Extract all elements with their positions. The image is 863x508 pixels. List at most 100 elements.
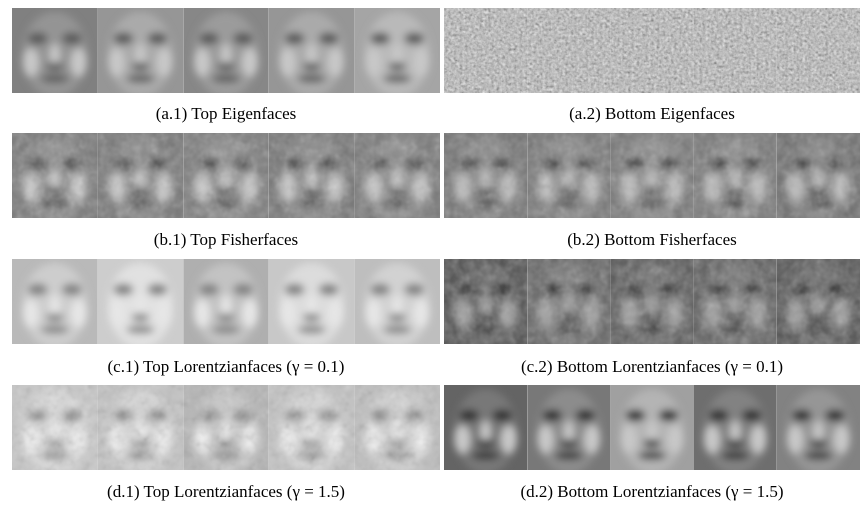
eye (459, 410, 479, 422)
face-image (444, 259, 527, 348)
nostril (46, 63, 64, 71)
cheek (454, 426, 470, 454)
face-image (354, 385, 440, 474)
texture (98, 133, 184, 218)
eye (284, 284, 304, 296)
texture (777, 133, 860, 218)
face-image (354, 133, 440, 222)
face-image (527, 8, 610, 93)
face-content (527, 385, 610, 474)
face-image (610, 8, 693, 93)
face-content (527, 259, 610, 348)
mouth (41, 75, 69, 83)
face-image (12, 8, 98, 97)
face-content (354, 385, 440, 474)
texture (269, 133, 355, 218)
features (108, 12, 173, 97)
caption: (b.2) Bottom Fisherfaces (567, 230, 737, 249)
eye (113, 284, 133, 296)
face-image (12, 385, 98, 474)
face-image (610, 385, 693, 474)
cheek (621, 426, 637, 454)
texture (354, 385, 440, 470)
cheek (328, 300, 344, 328)
cheek (71, 300, 87, 328)
nostril (809, 440, 827, 448)
face-image (269, 385, 355, 474)
eye (233, 284, 253, 296)
features (22, 263, 87, 348)
face-content (183, 259, 269, 348)
cheek (365, 49, 381, 77)
face-content (98, 259, 184, 348)
face-content (269, 8, 355, 97)
cheek (413, 49, 429, 77)
eye (659, 410, 679, 422)
cheek (194, 300, 210, 328)
face-image (444, 133, 527, 222)
face-image (527, 133, 610, 222)
texture (610, 259, 693, 344)
cheek (280, 49, 296, 77)
face-content (98, 385, 184, 474)
face-panel (12, 8, 440, 97)
eye (825, 410, 845, 422)
face-panel (444, 8, 860, 93)
nostril (388, 63, 406, 71)
noise (694, 8, 777, 93)
texture (610, 133, 693, 218)
features (108, 263, 173, 348)
cheek (501, 426, 517, 454)
face-content (694, 8, 777, 93)
mouth (472, 452, 500, 460)
caption: (d.1) Top Lorentzianfaces (γ = 1.5) (107, 482, 345, 501)
caption: (c.2) Bottom Lorentzianfaces (γ = 0.1) (521, 357, 783, 376)
cheek (328, 49, 344, 77)
face-content (98, 133, 184, 222)
face-panel (444, 385, 860, 474)
eye (404, 33, 424, 45)
face-content (777, 259, 860, 348)
face-image (98, 385, 184, 474)
noise (777, 8, 860, 93)
mouth (298, 326, 326, 334)
mouth (383, 75, 411, 83)
cheek (242, 49, 258, 77)
face-content (527, 133, 610, 222)
nostril (131, 314, 149, 322)
mouth (804, 452, 832, 460)
cheek (71, 49, 87, 77)
face-image (694, 8, 777, 93)
nostril (303, 63, 321, 71)
features (454, 389, 517, 474)
face-image (269, 133, 355, 222)
texture (183, 133, 269, 218)
face-content (12, 259, 98, 348)
mouth (126, 75, 154, 83)
face-image (183, 8, 269, 97)
face-image (777, 133, 860, 222)
face-content (694, 133, 777, 222)
mouth (721, 452, 749, 460)
eye (62, 284, 82, 296)
mouth (383, 326, 411, 334)
face-image (354, 259, 440, 348)
face-image (444, 385, 527, 474)
eye (492, 410, 512, 422)
eye (709, 410, 729, 422)
cheek (704, 426, 720, 454)
mouth (298, 75, 326, 83)
cheek (750, 426, 766, 454)
face-image (354, 8, 440, 97)
eye (404, 284, 424, 296)
mouth (638, 452, 666, 460)
face-image (694, 259, 777, 348)
caption: (c.1) Top Lorentzianfaces (γ = 0.1) (108, 357, 345, 376)
eye (792, 410, 812, 422)
nostril (560, 440, 578, 448)
face-image (12, 259, 98, 348)
eye (625, 410, 645, 422)
face-image (694, 133, 777, 222)
face-image (527, 259, 610, 348)
eye (199, 284, 219, 296)
